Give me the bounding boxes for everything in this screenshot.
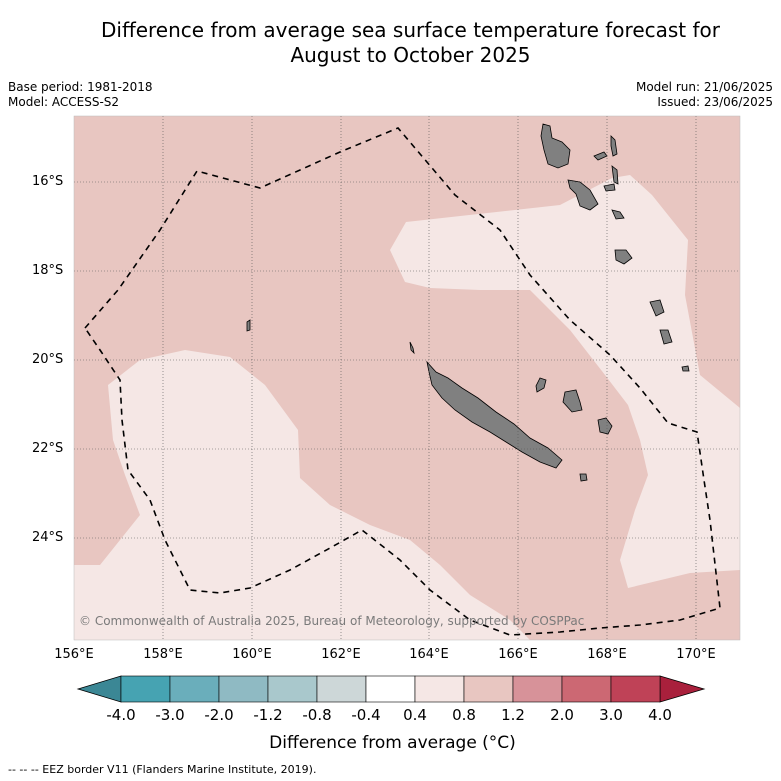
colorbar-segment [463, 675, 514, 703]
vanuatu-malekula [567, 179, 599, 211]
colorbar-low-extension [76, 675, 122, 703]
colorbar-segment [169, 675, 220, 703]
lat-label-16s: 16°S [32, 174, 64, 189]
lat-label-22s: 22°S [32, 441, 64, 456]
loyalty-islands-lifou [562, 389, 583, 413]
colorbar-tick-label: -0.8 [302, 706, 332, 724]
model-name: Model: ACCESS-S2 [8, 95, 120, 109]
issued-date: Issued: 23/06/2025 [657, 95, 773, 109]
vanuatu-pentecost [611, 165, 619, 185]
vanuatu-aneityum [681, 365, 690, 372]
colorbar-high-extension [659, 675, 706, 703]
colorbar-tick-label: -1.2 [253, 706, 283, 724]
title-line-2: August to October 2025 [290, 43, 531, 67]
anomaly-region-bottom [335, 605, 410, 640]
map-grid [74, 116, 740, 640]
colorbar [76, 675, 706, 703]
colorbar-tick-label: -2.0 [204, 706, 234, 724]
map-frame [73, 115, 741, 641]
meta-right: Model run: 21/06/2025 Issued: 23/06/2025 [636, 80, 773, 110]
copyright-notice: © Commonwealth of Australia 2025, Bureau… [79, 614, 585, 628]
colorbar-segment [316, 675, 367, 703]
colorbar-segment [120, 675, 171, 703]
eez-border [83, 127, 721, 636]
land-masses [246, 123, 690, 482]
map-area [74, 116, 740, 640]
model-run: Model run: 21/06/2025 [635, 80, 773, 94]
vanuatu-efate [614, 249, 633, 265]
belep-island [409, 341, 415, 355]
vanuatu-erromango [649, 299, 665, 317]
colorbar-title: Difference from average (°C) [269, 733, 516, 753]
base-period: Base period: 1981-2018 [8, 80, 153, 94]
lon-label-170e: 170°E [676, 647, 716, 662]
eez-legend: -- -- -- EEZ border V11 (Flanders Marine… [8, 763, 317, 776]
title-line-1: Difference from average sea surface temp… [100, 18, 720, 42]
colorbar-segment [561, 675, 612, 703]
new-caledonia-main-island [426, 360, 563, 469]
loyalty-islands-mare [597, 417, 613, 435]
vanuatu-espiritu-santo [540, 123, 571, 169]
lon-label-166e: 166°E [498, 647, 538, 662]
lon-label-164e: 164°E [409, 647, 449, 662]
vanuatu-tanna [659, 329, 673, 345]
lon-label-158e: 158°E [143, 647, 183, 662]
colorbar-tick-label: 1.2 [501, 706, 525, 724]
chesterfield-island [246, 319, 251, 332]
lon-label-156e: 156°E [54, 647, 94, 662]
colorbar-tick-label: 3.0 [599, 706, 623, 724]
anomaly-region-east [390, 175, 740, 588]
colorbar-segment [512, 675, 563, 703]
isle-of-pines [579, 473, 588, 482]
lon-label-168e: 168°E [587, 647, 627, 662]
lon-label-160e: 160°E [232, 647, 272, 662]
colorbar-tick-label: -3.0 [155, 706, 185, 724]
colorbar-segment [365, 675, 416, 703]
colorbar-segment [414, 675, 465, 703]
anomaly-region-southwest [74, 350, 530, 640]
colorbar-tick-label: 0.8 [452, 706, 476, 724]
map-title: Difference from average sea surface temp… [40, 18, 781, 68]
lat-label-24s: 24°S [32, 530, 64, 545]
colorbar-tick-label: -4.0 [106, 706, 136, 724]
lon-label-162e: 162°E [321, 647, 361, 662]
vanuatu-maewo [610, 135, 618, 157]
lat-label-20s: 20°S [32, 352, 64, 367]
colorbar-tick-label: 0.4 [403, 706, 427, 724]
meta-left: Base period: 1981-2018 Model: ACCESS-S2 [8, 80, 153, 110]
lat-label-18s: 18°S [32, 263, 64, 278]
colorbar-tick-label: 2.0 [550, 706, 574, 724]
colorbar-tick-label: 4.0 [648, 706, 672, 724]
colorbar-segment [218, 675, 269, 703]
vanuatu-epi [611, 209, 625, 220]
colorbar-tick-label: -0.4 [351, 706, 381, 724]
colorbar-segment [267, 675, 318, 703]
colorbar-segment [610, 675, 661, 703]
loyalty-islands-ouvea [535, 377, 547, 393]
